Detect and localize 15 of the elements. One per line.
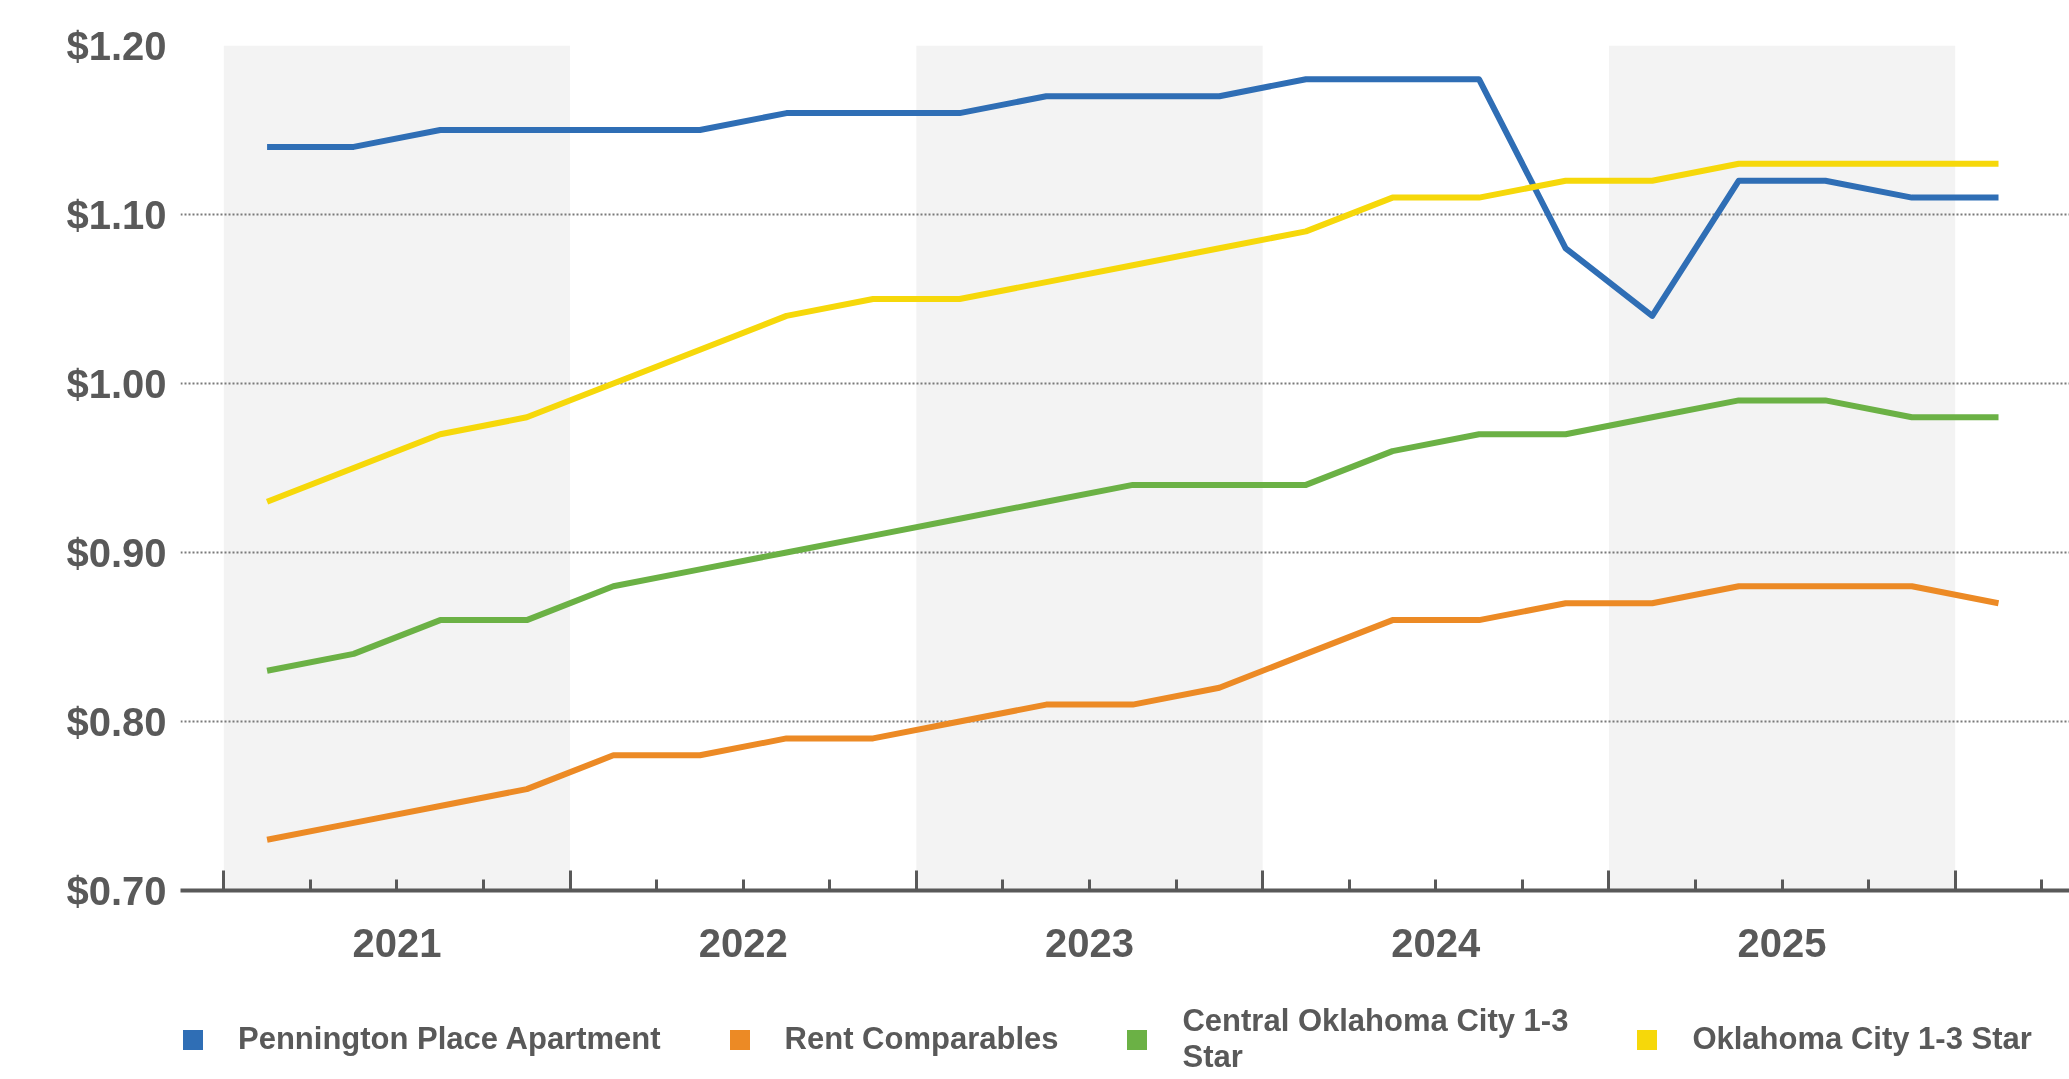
y-tick-label: $0.90: [66, 530, 167, 575]
y-tick-label: $1.20: [66, 23, 167, 68]
x-tick-label: 2024: [1391, 920, 1482, 965]
y-tick-label: $1.00: [66, 361, 167, 406]
legend-label: Central Oklahoma City 1-3 Star: [1182, 1003, 1569, 1075]
y-tick-label: $0.80: [66, 699, 167, 744]
x-tick-label: 2021: [352, 920, 442, 965]
legend-label: Pennington Place Apartment: [238, 1021, 661, 1057]
x-tick-label: 2023: [1045, 920, 1134, 965]
x-tick-label: 2022: [698, 920, 788, 965]
x-tick-label: 2025: [1737, 920, 1827, 965]
legend-label: Oklahoma City 1-3 Star: [1692, 1021, 2032, 1057]
y-tick-label: $0.70: [66, 868, 167, 913]
y-tick-label: $1.10: [66, 192, 167, 237]
legend-label: Rent Comparables: [784, 1021, 1059, 1057]
